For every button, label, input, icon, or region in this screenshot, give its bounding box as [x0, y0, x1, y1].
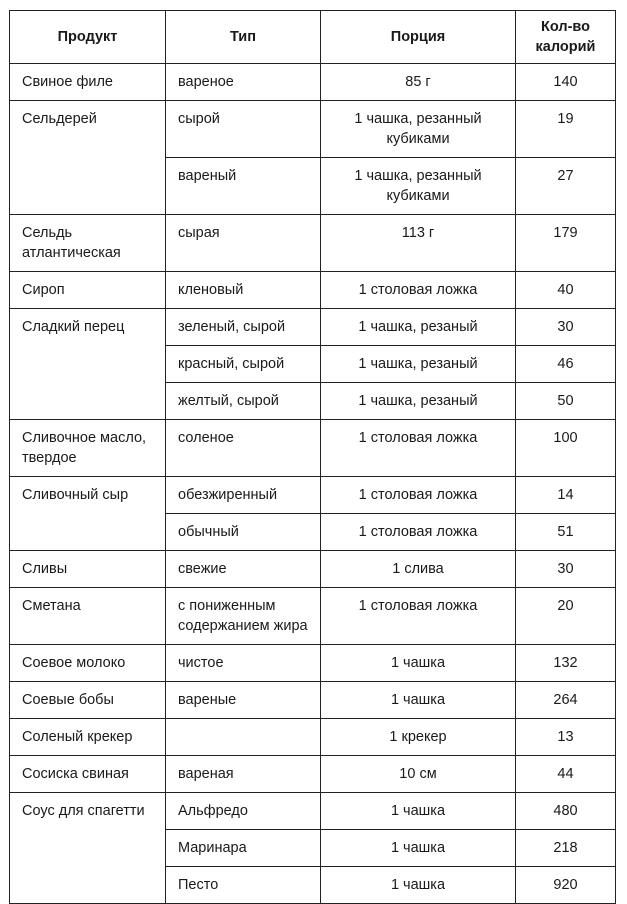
type-cell: вареные — [165, 681, 321, 719]
portion-cell: 1 слива — [320, 550, 516, 588]
type-cell: красный, сырой — [165, 345, 321, 383]
table-row: Сироп кленовый 1 столовая ложка 40 — [9, 271, 616, 309]
portion-cell: 1 столовая ложка — [320, 476, 516, 514]
calories-cell: 46 — [515, 345, 616, 383]
table-row: Песто 1 чашка 920 — [10, 866, 616, 904]
product-cell: Сладкий перец — [9, 308, 166, 420]
product-cell: Свиное филе — [9, 63, 166, 101]
portion-cell: 1 чашка — [320, 644, 516, 682]
product-cell: Сметана — [9, 587, 166, 645]
calories-cell: 20 — [515, 587, 616, 645]
product-cell: Соевое молоко — [9, 644, 166, 682]
type-cell: сырой — [165, 100, 321, 158]
table-row: Соевое молоко чистое 1 чашка 132 — [9, 644, 616, 682]
type-cell: кленовый — [165, 271, 321, 309]
type-cell: обезжиренный — [165, 476, 321, 514]
type-cell: Маринара — [165, 829, 321, 867]
type-cell: чистое — [165, 644, 321, 682]
portion-cell: 1 столовая ложка — [320, 587, 516, 645]
calories-cell: 13 — [515, 718, 616, 756]
calories-cell: 920 — [515, 866, 616, 904]
table-row: Сельдь атлантическая сырая 113 г 179 — [9, 214, 616, 272]
product-cell: Соус для спагетти — [9, 792, 166, 904]
calories-cell: 44 — [515, 755, 616, 793]
type-cell: желтый, сырой — [165, 382, 321, 420]
calories-cell: 51 — [515, 513, 616, 551]
calories-cell: 19 — [515, 100, 616, 158]
portion-cell: 113 г — [320, 214, 516, 272]
table-row: Соленый крекер 1 крекер 13 — [9, 718, 616, 756]
calories-cell: 132 — [515, 644, 616, 682]
type-cell: Песто — [165, 866, 321, 904]
product-cell: Соевые бобы — [9, 681, 166, 719]
type-cell — [165, 718, 321, 756]
product-cell: Сливочный сыр — [9, 476, 166, 551]
portion-cell: 1 чашка — [320, 829, 516, 867]
portion-cell: 1 чашка, резаный — [320, 382, 516, 420]
product-cell: Сироп — [9, 271, 166, 309]
product-cell: Сельдь атлантическая — [9, 214, 166, 272]
header-calories: Кол-во калорий — [515, 10, 616, 64]
portion-cell: 10 см — [320, 755, 516, 793]
type-cell: с пониженным содержанием жира — [165, 587, 321, 645]
type-cell: обычный — [165, 513, 321, 551]
portion-cell: 1 чашка — [320, 866, 516, 904]
table-row: обычный 1 столовая ложка 51 — [10, 513, 616, 551]
portion-cell: 1 столовая ложка — [320, 419, 516, 477]
product-cell: Сосиска свиная — [9, 755, 166, 793]
table-row: Соевые бобы вареные 1 чашка 264 — [9, 681, 616, 719]
header-type: Тип — [165, 10, 321, 64]
calories-cell: 50 — [515, 382, 616, 420]
product-cell: Сливы — [9, 550, 166, 588]
calories-cell: 30 — [515, 308, 616, 346]
portion-cell: 1 чашка — [320, 792, 516, 830]
table-row: Сосиска свиная вареная 10 см 44 — [9, 755, 616, 793]
portion-cell: 1 столовая ложка — [320, 271, 516, 309]
product-cell: Соленый крекер — [9, 718, 166, 756]
type-cell: вареный — [165, 157, 321, 215]
type-cell: Альфредо — [165, 792, 321, 830]
calories-cell: 179 — [515, 214, 616, 272]
calorie-table: Продукт Тип Порция Кол-во калорий Свиное… — [9, 10, 616, 904]
type-cell: свежие — [165, 550, 321, 588]
portion-cell: 1 чашка, резанный кубиками — [320, 100, 516, 158]
calories-cell: 30 — [515, 550, 616, 588]
calories-cell: 40 — [515, 271, 616, 309]
calories-cell: 14 — [515, 476, 616, 514]
table-row: Сельдерей сырой 1 чашка, резанный кубиками… — [9, 100, 616, 215]
table-row: Сливочный сыр обезжиренный 1 столовая ложк… — [9, 476, 616, 551]
table-row: Сливочное масло, твердое соленое 1 столова… — [9, 419, 616, 477]
product-cell: Сливочное масло, твердое — [9, 419, 166, 477]
type-cell: вареная — [165, 755, 321, 793]
portion-cell: 85 г — [320, 63, 516, 101]
portion-cell: 1 чашка, резаный — [320, 308, 516, 346]
calories-cell: 100 — [515, 419, 616, 477]
calories-cell: 480 — [515, 792, 616, 830]
header-row: Продукт Тип Порция Кол-во калорий — [9, 10, 616, 64]
type-cell: сырая — [165, 214, 321, 272]
calories-cell: 264 — [515, 681, 616, 719]
product-cell: Сельдерей — [9, 100, 166, 215]
calories-cell: 218 — [515, 829, 616, 867]
calories-cell: 140 — [515, 63, 616, 101]
table-row: Свиное филе вареное 85 г 140 — [9, 63, 616, 101]
calories-cell: 27 — [515, 157, 616, 215]
type-cell: соленое — [165, 419, 321, 477]
portion-cell: 1 столовая ложка — [320, 513, 516, 551]
portion-cell: 1 чашка, резанный кубиками — [320, 157, 516, 215]
table-row: Соус для спагетти Альфредо 1 чашка 480 — [9, 792, 616, 904]
portion-cell: 1 крекер — [320, 718, 516, 756]
table-row: Сметана с пониженным содержанием жира 1 ст… — [9, 587, 616, 645]
type-cell: вареное — [165, 63, 321, 101]
portion-cell: 1 чашка — [320, 681, 516, 719]
header-product: Продукт — [9, 10, 166, 64]
table-row: Сливы свежие 1 слива 30 — [9, 550, 616, 588]
portion-cell: 1 чашка, резаный — [320, 345, 516, 383]
table-body: Свиное филе вареное 85 г 140 Сельдерей сырой 1… — [9, 63, 616, 904]
table-row: красный, сырой 1 чашка, резаный 46 — [10, 345, 616, 383]
table-row: Сладкий перец зеленый, сырой 1 чашка, реза… — [9, 308, 616, 420]
header-portion: Порция — [320, 10, 516, 64]
table-row: вареный 1 чашка, резанный кубиками 27 — [10, 157, 616, 215]
type-cell: зеленый, сырой — [165, 308, 321, 346]
